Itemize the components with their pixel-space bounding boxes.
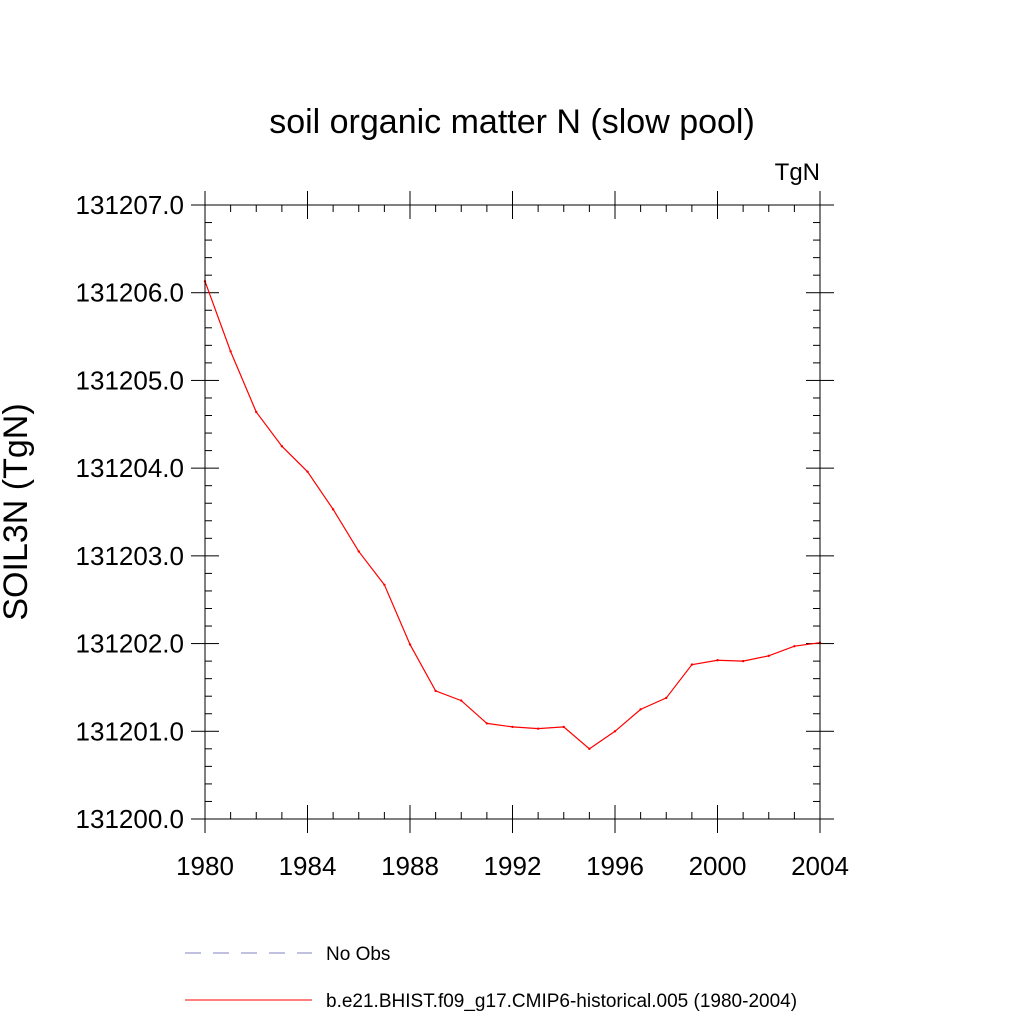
data-point: [383, 583, 386, 587]
data-point: [280, 445, 284, 448]
data-point: [639, 708, 642, 711]
plot-frame: [204, 204, 821, 820]
series-line-1: [204, 281, 821, 750]
data-point: [306, 470, 309, 473]
units-label: TgN: [775, 159, 820, 186]
y-tick-label: 131202.0: [76, 629, 184, 659]
data-point: [229, 350, 232, 353]
x-axis: 1980 1984 1988 1992 1996 2000 2004: [176, 191, 849, 881]
data-point: [690, 663, 694, 666]
data-point: [460, 699, 463, 702]
data-point: [588, 747, 591, 751]
y-axis-label: SOIL3N (TgN): [0, 403, 35, 620]
legend: No Obs b.e21.BHIST.f09_g17.CMIP6-historic…: [185, 944, 797, 1012]
data-point: [767, 654, 770, 658]
data-point: [485, 722, 489, 725]
x-tick-label: 1996: [586, 851, 644, 881]
y-tick-label: 131201.0: [76, 716, 184, 746]
x-tick-label: 1980: [176, 851, 234, 881]
x-tick-label: 1992: [484, 851, 542, 881]
x-tick-label: 2004: [791, 851, 849, 881]
data-point: [408, 643, 412, 646]
y-tick-label: 131205.0: [76, 365, 184, 395]
x-tick-label: 1984: [279, 851, 337, 881]
data-point: [434, 689, 437, 693]
y-axis: 131200.0 131201.0 131202.0 131203.0 131204.0…: [76, 190, 834, 834]
x-tick-label: 1988: [381, 851, 439, 881]
data-point: [511, 725, 514, 729]
data-point: [716, 659, 719, 662]
y-tick-label: 131206.0: [76, 278, 184, 308]
x-tick-label: 2000: [689, 851, 747, 881]
data-point: [665, 696, 668, 700]
y-tick-label: 131204.0: [76, 453, 184, 483]
data-point: [255, 410, 258, 414]
data-point: [741, 659, 745, 663]
legend-label-1: b.e21.BHIST.f09_g17.CMIP6-historical.005…: [326, 991, 797, 1012]
data-point: [793, 645, 796, 648]
data-point: [357, 550, 360, 553]
legend-label-0: No Obs: [326, 944, 390, 965]
y-tick-label: 131207.0: [76, 190, 184, 220]
y-tick-label: 131203.0: [76, 541, 184, 571]
data-point: [613, 730, 617, 733]
data-point: [536, 727, 540, 730]
data-point: [331, 508, 335, 511]
chart-title: soil organic matter N (slow pool): [269, 103, 755, 141]
y-tick-label: 131200.0: [76, 804, 184, 834]
data-point: [562, 725, 565, 729]
plot-area: [203, 280, 822, 751]
